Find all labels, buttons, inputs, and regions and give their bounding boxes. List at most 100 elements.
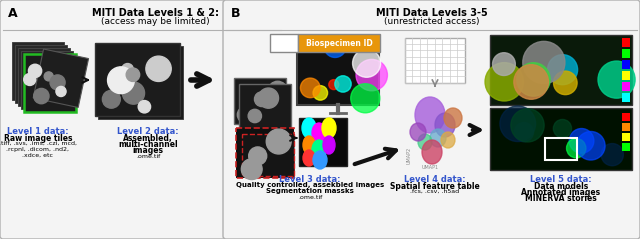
Text: MITI Data Levels 3-5: MITI Data Levels 3-5 xyxy=(376,8,488,18)
Text: images: images xyxy=(132,146,163,155)
Bar xyxy=(622,71,630,80)
Bar xyxy=(15,45,67,103)
Bar xyxy=(622,82,630,91)
Text: Level 3 data:: Level 3 data: xyxy=(279,175,340,184)
Text: .xdce, etc: .xdce, etc xyxy=(22,153,54,158)
Circle shape xyxy=(313,86,328,100)
Text: Level 2 data:: Level 2 data: xyxy=(117,127,179,136)
FancyBboxPatch shape xyxy=(0,0,284,239)
Text: A: A xyxy=(8,7,18,20)
Text: MITI Data Levels 1 & 2:: MITI Data Levels 1 & 2: xyxy=(92,8,218,18)
Bar xyxy=(297,37,379,105)
Text: UMAP1: UMAP1 xyxy=(421,165,438,170)
Circle shape xyxy=(523,41,565,83)
Text: (access may be limited): (access may be limited) xyxy=(100,17,209,26)
Circle shape xyxy=(598,61,635,98)
Ellipse shape xyxy=(322,118,336,138)
Circle shape xyxy=(329,80,339,90)
Ellipse shape xyxy=(435,113,455,137)
Circle shape xyxy=(335,76,351,92)
Circle shape xyxy=(554,71,577,95)
Circle shape xyxy=(515,123,534,142)
Bar xyxy=(239,84,291,130)
Circle shape xyxy=(485,63,524,101)
Bar xyxy=(490,108,632,170)
Text: Assembled,: Assembled, xyxy=(123,134,173,143)
Circle shape xyxy=(300,78,320,98)
Bar xyxy=(270,34,298,52)
Ellipse shape xyxy=(418,134,432,150)
Circle shape xyxy=(102,90,120,108)
Circle shape xyxy=(122,82,145,104)
Bar xyxy=(622,113,630,121)
Text: MINERVA stories: MINERVA stories xyxy=(525,194,597,203)
Circle shape xyxy=(569,129,594,153)
Text: (unrestricted access): (unrestricted access) xyxy=(384,17,480,26)
Circle shape xyxy=(50,75,65,90)
Bar xyxy=(18,48,70,106)
Circle shape xyxy=(24,73,36,86)
Circle shape xyxy=(241,159,262,179)
Ellipse shape xyxy=(323,136,335,154)
Circle shape xyxy=(138,101,150,113)
Bar xyxy=(33,49,88,108)
Text: Biospecimen ID: Biospecimen ID xyxy=(306,38,372,48)
Ellipse shape xyxy=(430,129,446,147)
Bar xyxy=(298,34,380,52)
Circle shape xyxy=(514,65,548,99)
Ellipse shape xyxy=(441,132,455,148)
Bar xyxy=(622,123,630,131)
Text: Quality controlled, assekbled images: Quality controlled, assekbled images xyxy=(236,182,384,188)
Bar xyxy=(299,118,347,166)
Bar xyxy=(622,38,630,47)
Circle shape xyxy=(259,88,278,108)
Bar xyxy=(12,42,64,100)
Circle shape xyxy=(255,92,269,107)
Circle shape xyxy=(28,64,42,77)
Ellipse shape xyxy=(312,123,326,143)
Ellipse shape xyxy=(302,118,316,138)
Bar xyxy=(622,49,630,58)
Circle shape xyxy=(516,63,550,96)
Ellipse shape xyxy=(444,108,462,128)
Text: .ome.tif: .ome.tif xyxy=(298,195,322,200)
Circle shape xyxy=(511,109,544,142)
Bar xyxy=(405,38,465,83)
Bar xyxy=(622,143,630,151)
Bar xyxy=(21,51,73,109)
Bar xyxy=(297,37,379,42)
Text: Raw image tiles: Raw image tiles xyxy=(4,134,72,143)
Text: Level 5 data:: Level 5 data: xyxy=(530,175,592,184)
Ellipse shape xyxy=(313,151,327,169)
Text: Level 4 data:: Level 4 data: xyxy=(404,175,466,184)
Circle shape xyxy=(351,84,380,113)
Circle shape xyxy=(493,53,515,76)
Ellipse shape xyxy=(303,136,315,154)
Ellipse shape xyxy=(312,140,326,160)
Circle shape xyxy=(324,35,346,57)
Text: Annotated images: Annotated images xyxy=(522,188,600,197)
Bar xyxy=(234,78,286,124)
FancyBboxPatch shape xyxy=(223,0,640,239)
Text: UMAP2: UMAP2 xyxy=(407,147,412,163)
Bar xyxy=(622,93,630,102)
Circle shape xyxy=(146,56,172,81)
Circle shape xyxy=(577,131,605,160)
Bar xyxy=(622,60,630,69)
Text: .tiff, .svs, .ims, .czi, mcd,: .tiff, .svs, .ims, .czi, mcd, xyxy=(0,141,77,146)
Text: multi-channel: multi-channel xyxy=(118,140,178,149)
Bar xyxy=(622,133,630,141)
Circle shape xyxy=(356,60,387,91)
Circle shape xyxy=(254,86,274,106)
Circle shape xyxy=(601,144,623,166)
Circle shape xyxy=(108,67,134,94)
Circle shape xyxy=(56,87,66,97)
Text: Segmentation massks: Segmentation massks xyxy=(266,188,354,194)
Ellipse shape xyxy=(422,140,442,164)
Circle shape xyxy=(114,72,136,94)
Circle shape xyxy=(126,68,140,81)
Text: Spatial feature table: Spatial feature table xyxy=(390,182,480,191)
Circle shape xyxy=(268,81,287,100)
Text: .fcs, .csv, .h5ad: .fcs, .csv, .h5ad xyxy=(410,189,460,194)
Ellipse shape xyxy=(303,150,315,166)
